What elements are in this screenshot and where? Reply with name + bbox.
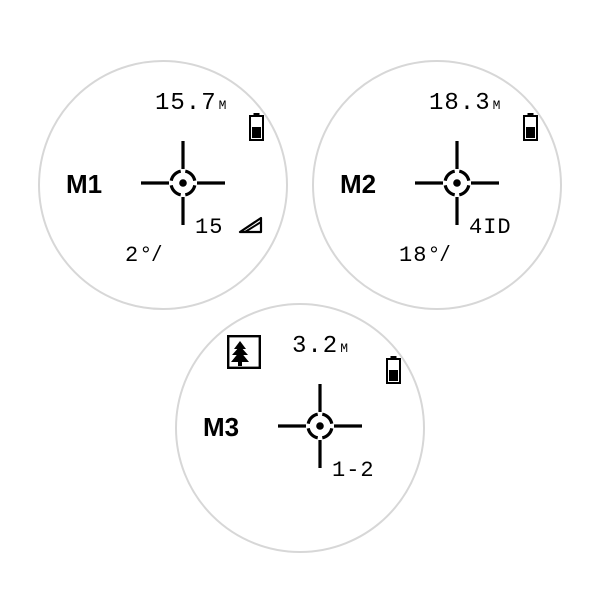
- diagram-canvas: M1 15.7M 2°/ 15 M2: [0, 0, 600, 600]
- angle-slash-icon: /: [153, 241, 160, 266]
- angle-label: 2°/: [125, 241, 161, 268]
- distance-label: 15.7M: [155, 90, 226, 117]
- tree-icon: [227, 335, 261, 369]
- distance-value: 3.2: [292, 333, 338, 360]
- angle-value: 2°: [125, 243, 153, 268]
- distance-label: 18.3M: [429, 90, 500, 117]
- scope: M3 3.2M / 1-2: [175, 303, 425, 553]
- mode-label: M1: [66, 169, 102, 200]
- distance-value: 15.7: [155, 90, 217, 117]
- reticle-icon: [410, 136, 504, 230]
- slope-icon-slot: [238, 215, 264, 240]
- mode-label: M3: [203, 412, 239, 443]
- distance-value: 18.3: [429, 90, 491, 117]
- mode-label: M2: [340, 169, 376, 200]
- slope-icon: [238, 215, 264, 235]
- angle-label: 18°/: [399, 241, 449, 268]
- scope: M2 18.3M 18°/ 4ID: [312, 60, 562, 310]
- battery-icon: [522, 112, 539, 143]
- distance-unit: M: [219, 98, 227, 113]
- battery-icon: [385, 355, 402, 386]
- distance-unit: M: [493, 98, 501, 113]
- reticle-icon: [136, 136, 230, 230]
- battery-icon: [248, 112, 265, 143]
- distance-unit: M: [340, 341, 348, 356]
- angle-value: 18°: [399, 243, 442, 268]
- angle-slash-icon: /: [442, 241, 449, 266]
- scope: M1 15.7M 2°/ 15: [38, 60, 288, 310]
- reticle-icon: [273, 379, 367, 473]
- distance-label: 3.2M: [292, 333, 348, 360]
